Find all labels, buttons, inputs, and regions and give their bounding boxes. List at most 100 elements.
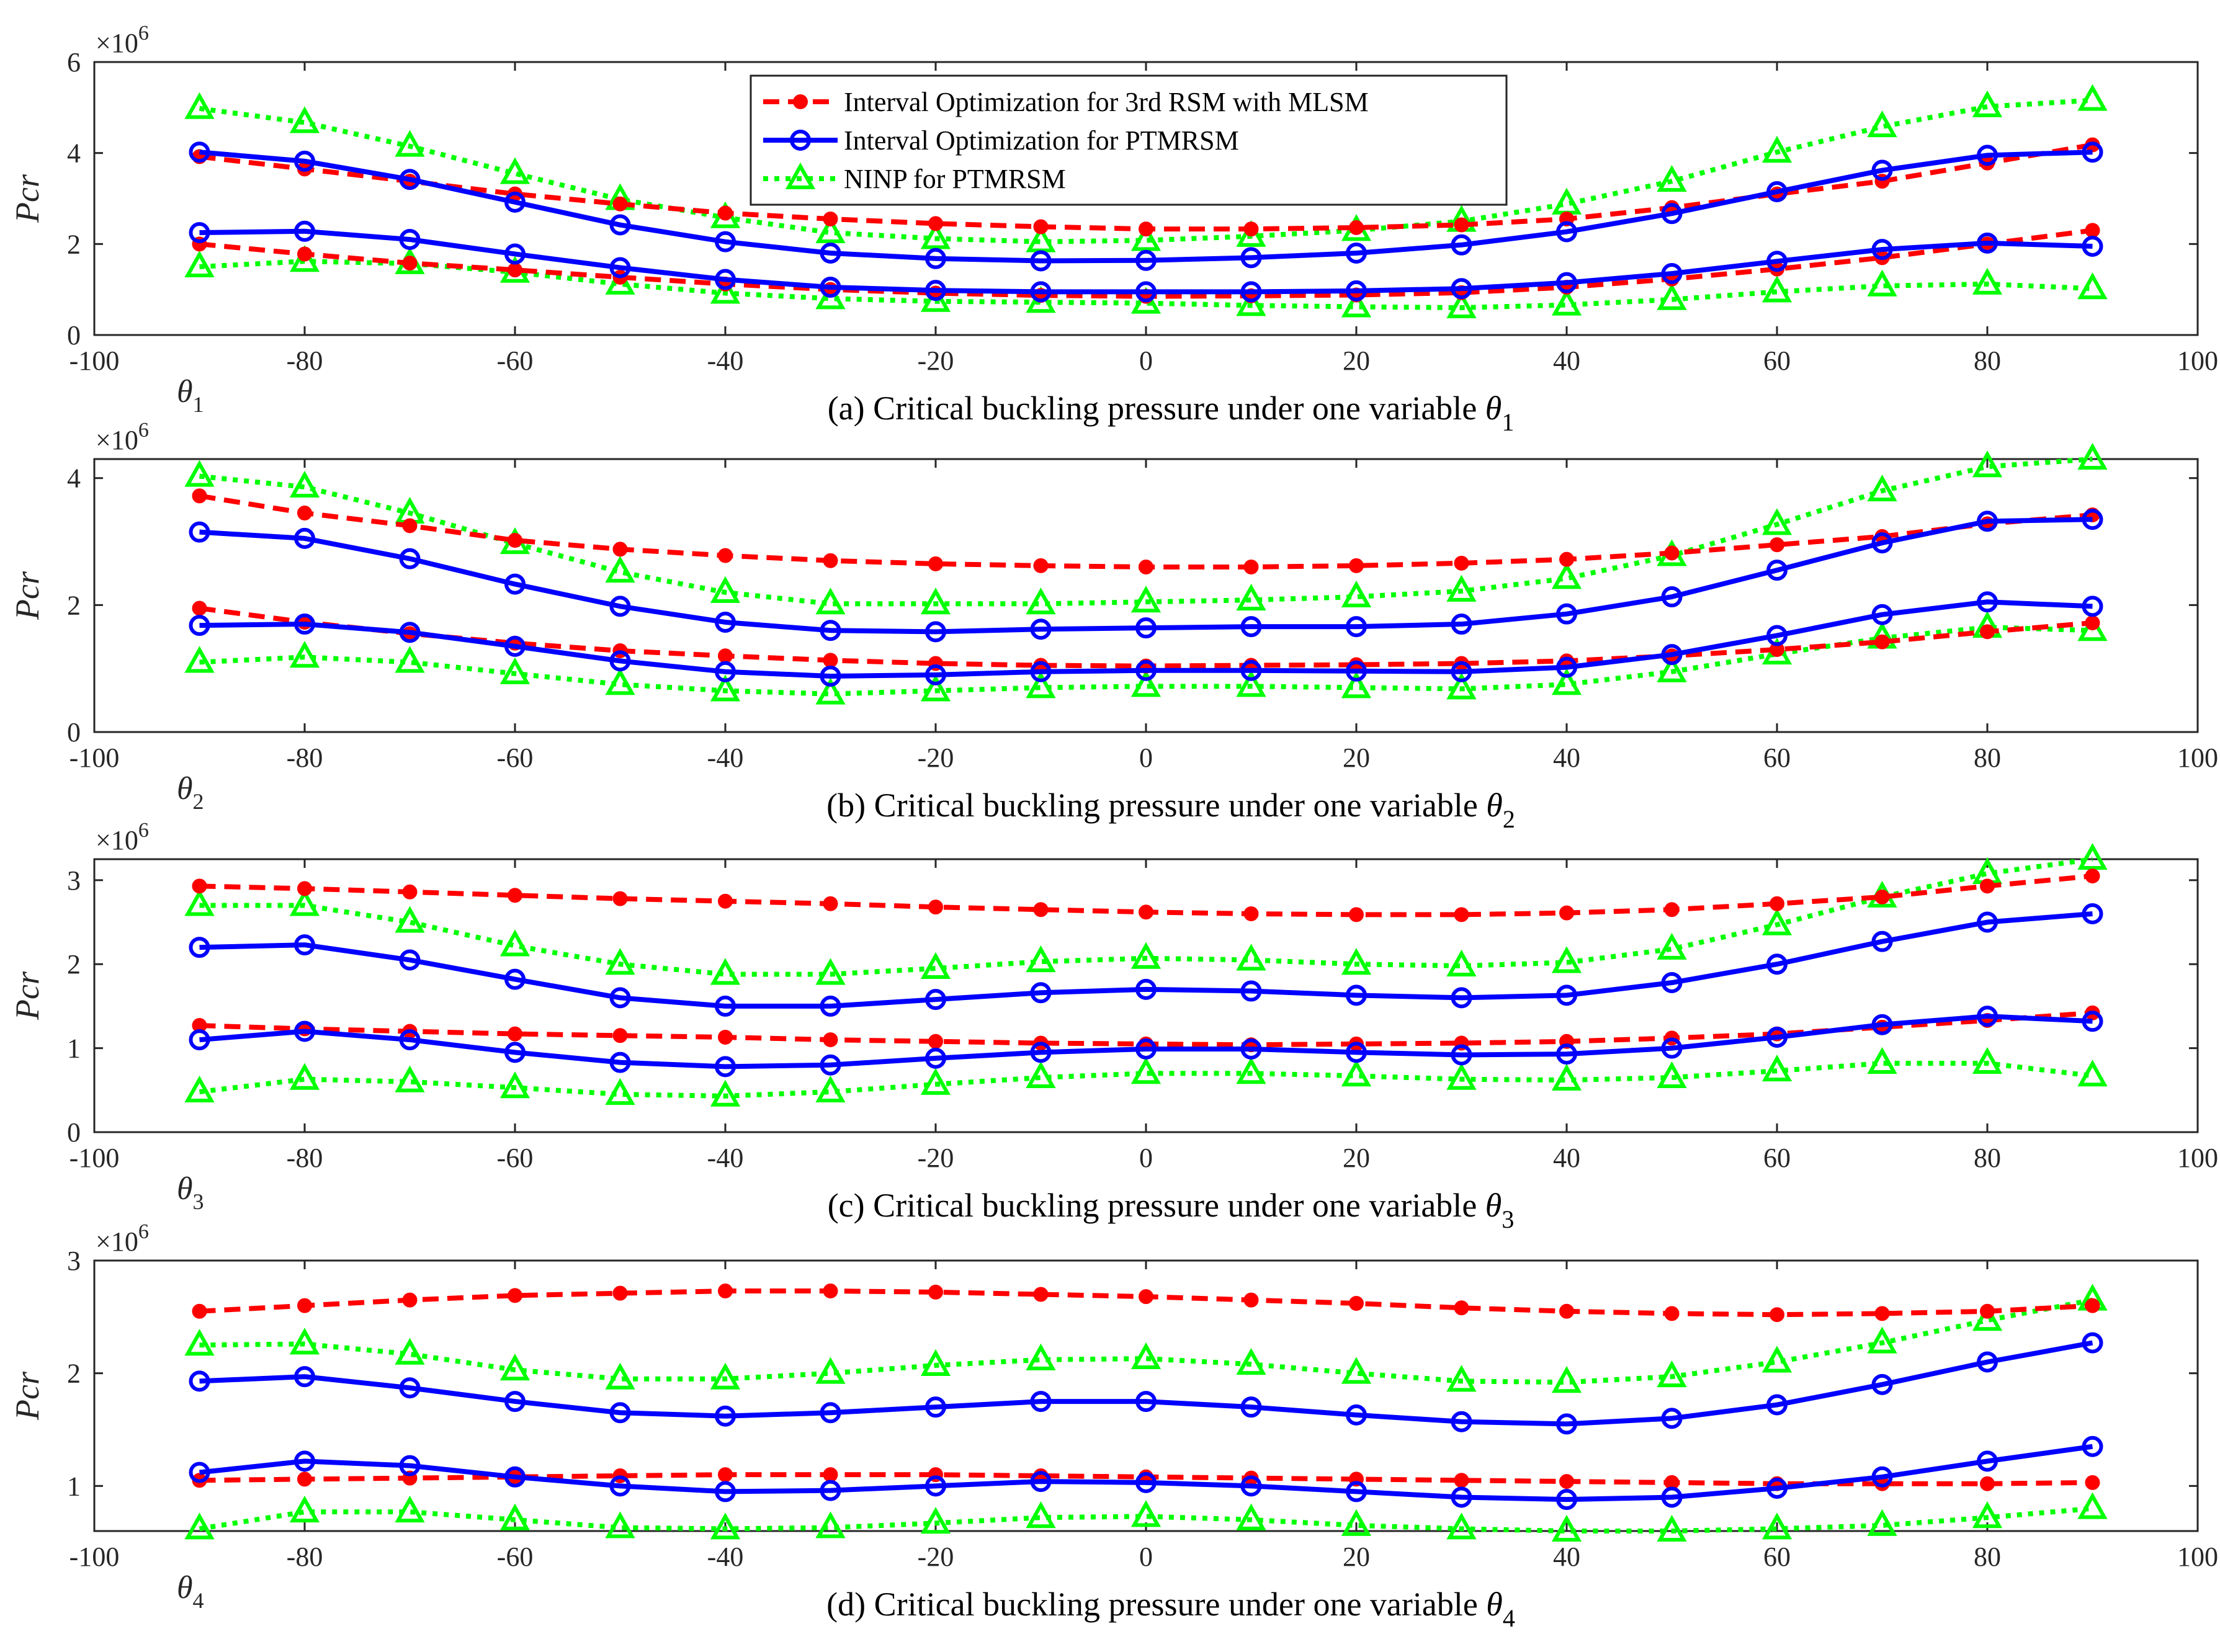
data-point xyxy=(399,229,421,250)
data-point xyxy=(1346,243,1367,264)
data-point xyxy=(1657,655,1687,682)
y-tick-label: 2 xyxy=(67,949,81,980)
data-point xyxy=(1766,251,1788,272)
x-tick-label: 100 xyxy=(2177,1143,2218,1173)
data-point xyxy=(1130,224,1161,251)
data-point xyxy=(928,900,943,915)
series-line xyxy=(199,599,2093,679)
data-point xyxy=(1664,1306,1680,1321)
data-point xyxy=(184,1329,215,1356)
caption-subscript: 2 xyxy=(1503,805,1515,833)
data-point xyxy=(1130,1500,1161,1527)
x-tick-label: 100 xyxy=(2177,1542,2218,1572)
data-point xyxy=(1657,283,1687,310)
x-tick-label: -60 xyxy=(497,1542,534,1572)
data-point xyxy=(1661,586,1683,608)
series-2-upper xyxy=(184,442,2108,615)
data-point xyxy=(504,1391,526,1413)
data-point xyxy=(815,1075,846,1103)
data-point xyxy=(1236,670,1266,697)
series-2-upper xyxy=(184,1284,2108,1393)
data-point xyxy=(718,1030,733,1045)
x-tick-label: 60 xyxy=(1763,1143,1791,1173)
data-point xyxy=(1030,1391,1052,1413)
data-point xyxy=(2077,84,2108,111)
data-point xyxy=(2077,272,2108,300)
y-tick-label: 2 xyxy=(67,229,81,259)
data-point xyxy=(2082,1332,2103,1354)
data-point xyxy=(609,596,631,617)
data-point xyxy=(289,470,320,498)
data-point xyxy=(508,262,522,278)
data-point xyxy=(1243,559,1259,574)
data-point xyxy=(715,661,736,682)
data-point xyxy=(1766,1027,1788,1048)
data-point xyxy=(718,548,733,563)
data-point xyxy=(1030,618,1052,640)
data-point xyxy=(920,222,951,249)
data-point xyxy=(1236,1057,1266,1084)
data-point xyxy=(1761,508,1793,535)
caption-variable: θ xyxy=(1486,787,1503,824)
data-point xyxy=(184,889,215,916)
data-point xyxy=(1033,219,1049,234)
series-1-upper xyxy=(189,141,2103,272)
series-0-upper xyxy=(192,488,2100,574)
data-point xyxy=(820,277,841,298)
data-point xyxy=(189,937,210,958)
x-tick-label: 80 xyxy=(1974,346,2001,376)
data-point xyxy=(294,150,315,172)
data-point xyxy=(609,257,631,279)
data-point xyxy=(189,615,210,636)
data-point xyxy=(1139,1289,1153,1305)
data-point xyxy=(820,620,841,641)
data-point xyxy=(1766,953,1788,975)
data-point xyxy=(1871,1014,1893,1035)
data-point xyxy=(2077,614,2108,641)
legend-marker xyxy=(793,94,808,109)
data-point xyxy=(1346,660,1367,682)
data-point xyxy=(820,1480,841,1501)
legend: Interval Optimization for 3rd RSM with M… xyxy=(750,74,1508,206)
data-point xyxy=(1661,972,1683,994)
data-point xyxy=(1770,537,1784,553)
data-point xyxy=(1026,1501,1056,1529)
data-point xyxy=(294,527,315,549)
data-point xyxy=(2085,1298,2100,1313)
data-point xyxy=(399,548,421,569)
series-1-upper xyxy=(189,903,2103,1017)
data-point xyxy=(710,277,741,304)
data-point xyxy=(2077,1492,2108,1519)
data-point xyxy=(504,243,526,265)
data-point xyxy=(402,1292,418,1308)
series-line xyxy=(199,1060,2093,1099)
data-point xyxy=(1030,661,1052,682)
x-tick-label: 20 xyxy=(1343,743,1370,773)
data-point xyxy=(1130,586,1161,613)
data-point xyxy=(395,1065,425,1092)
x-variable-subscript: 4 xyxy=(193,1588,204,1613)
data-point xyxy=(184,460,215,487)
data-point xyxy=(718,205,733,221)
data-point xyxy=(192,601,207,616)
x-tick-label: -20 xyxy=(918,346,954,376)
data-point xyxy=(294,614,315,635)
data-point xyxy=(189,1370,210,1392)
data-point xyxy=(715,231,736,252)
series-line xyxy=(199,150,2093,264)
data-point xyxy=(1346,616,1367,638)
data-point xyxy=(297,505,312,520)
series-line xyxy=(199,857,2093,977)
data-point xyxy=(289,106,320,133)
data-point xyxy=(2077,442,2108,470)
data-point xyxy=(289,1328,320,1355)
data-point xyxy=(1243,221,1259,237)
data-point xyxy=(289,641,320,668)
series-line xyxy=(199,97,2093,244)
data-point xyxy=(823,553,838,568)
data-point xyxy=(820,665,841,687)
panel-caption: (b) Critical buckling pressure under one… xyxy=(826,787,1515,833)
data-point xyxy=(184,1512,215,1540)
data-point xyxy=(1559,551,1574,567)
